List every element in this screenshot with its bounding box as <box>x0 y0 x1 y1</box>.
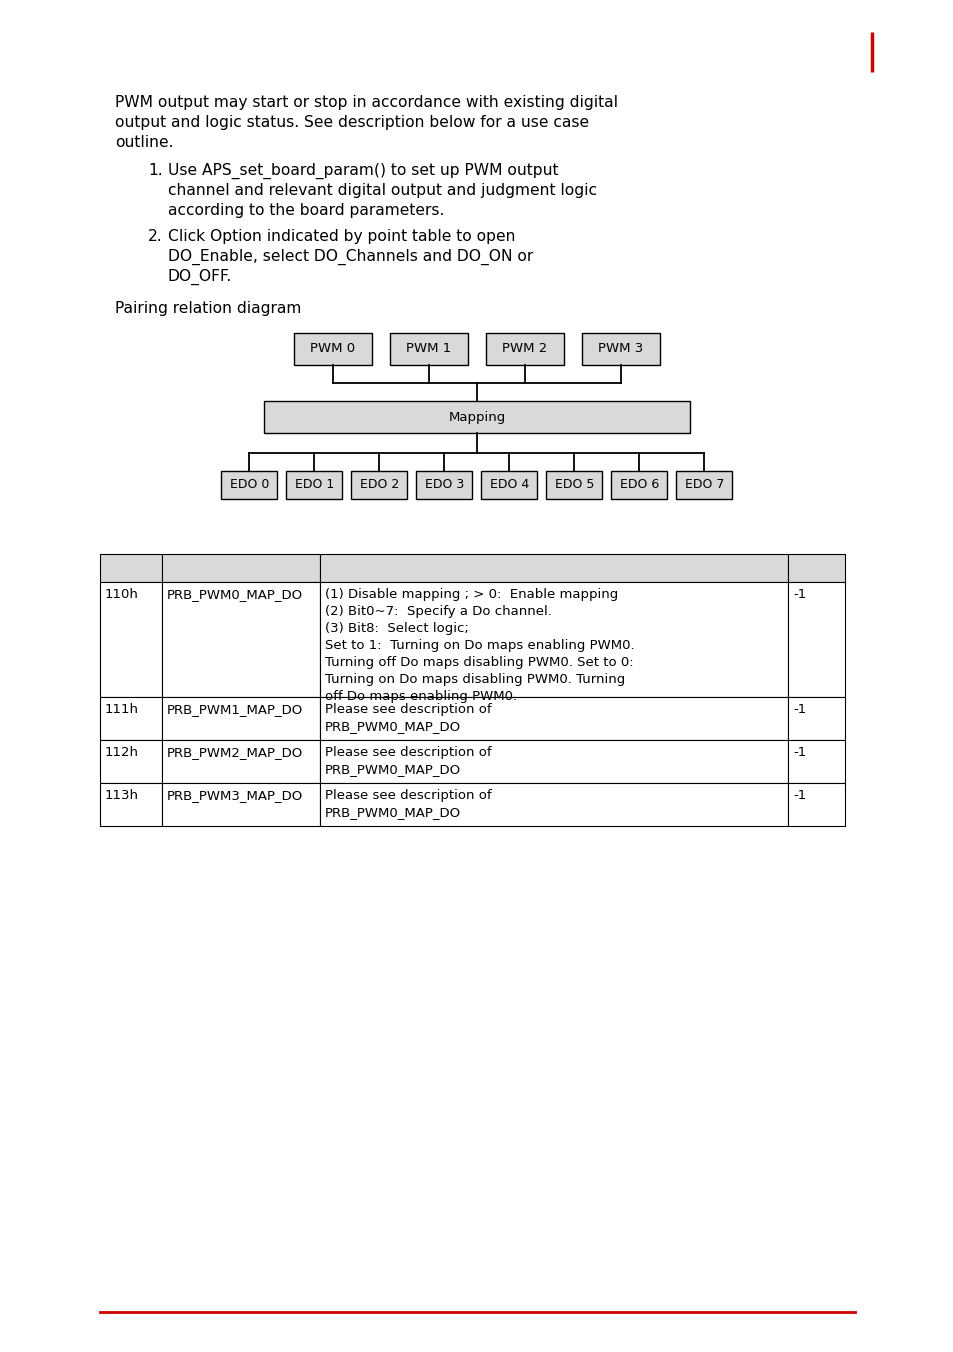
Bar <box>100 740 162 783</box>
Bar <box>787 554 844 581</box>
Bar <box>319 740 787 783</box>
Text: 2.: 2. <box>148 228 162 243</box>
Bar <box>294 333 372 365</box>
Text: -1: -1 <box>792 790 805 802</box>
Text: PRB_PWM0_MAP_DO: PRB_PWM0_MAP_DO <box>167 588 303 602</box>
Text: DO_Enable, select DO_Channels and DO_ON or: DO_Enable, select DO_Channels and DO_ON … <box>168 249 533 265</box>
Bar <box>162 740 319 783</box>
Text: according to the board parameters.: according to the board parameters. <box>168 203 444 218</box>
Bar <box>676 470 732 499</box>
Bar <box>581 333 659 365</box>
Text: Use APS_set_board_param() to set up PWM output: Use APS_set_board_param() to set up PWM … <box>168 164 558 180</box>
Bar <box>100 554 162 581</box>
Text: PWM 2: PWM 2 <box>502 342 547 356</box>
Text: (1) Disable mapping ; > 0:  Enable mapping
(2) Bit0~7:  Specify a Do channel.
(3: (1) Disable mapping ; > 0: Enable mappin… <box>325 588 634 703</box>
Text: EDO 0: EDO 0 <box>230 479 269 492</box>
Text: Mapping: Mapping <box>448 411 505 423</box>
Text: PWM 1: PWM 1 <box>406 342 451 356</box>
Text: EDO 1: EDO 1 <box>294 479 334 492</box>
Text: EDO 6: EDO 6 <box>619 479 659 492</box>
Text: PRB_PWM3_MAP_DO: PRB_PWM3_MAP_DO <box>167 790 303 802</box>
Text: Please see description of
PRB_PWM0_MAP_DO: Please see description of PRB_PWM0_MAP_D… <box>325 790 491 819</box>
Bar <box>787 740 844 783</box>
Bar <box>787 698 844 740</box>
Text: output and logic status. See description below for a use case: output and logic status. See description… <box>115 115 589 130</box>
Bar <box>100 698 162 740</box>
Bar <box>390 333 468 365</box>
Text: EDO 4: EDO 4 <box>489 479 529 492</box>
Bar <box>286 470 342 499</box>
Text: 111h: 111h <box>105 703 139 717</box>
Bar <box>162 554 319 581</box>
Bar <box>611 470 667 499</box>
Bar <box>416 470 472 499</box>
Bar <box>351 470 407 499</box>
Bar <box>319 581 787 698</box>
Bar <box>264 402 689 433</box>
Text: EDO 3: EDO 3 <box>424 479 464 492</box>
Text: outline.: outline. <box>115 135 173 150</box>
Bar <box>162 581 319 698</box>
Text: PRB_PWM1_MAP_DO: PRB_PWM1_MAP_DO <box>167 703 303 717</box>
Text: PWM 0: PWM 0 <box>310 342 355 356</box>
Text: Click Option indicated by point table to open: Click Option indicated by point table to… <box>168 228 515 243</box>
Bar <box>787 783 844 826</box>
Bar <box>481 470 537 499</box>
Text: Please see description of
PRB_PWM0_MAP_DO: Please see description of PRB_PWM0_MAP_D… <box>325 746 491 776</box>
Bar <box>221 470 277 499</box>
Bar <box>546 470 602 499</box>
Text: EDO 5: EDO 5 <box>555 479 594 492</box>
Bar <box>319 698 787 740</box>
Text: channel and relevant digital output and judgment logic: channel and relevant digital output and … <box>168 183 597 197</box>
Text: Pairing relation diagram: Pairing relation diagram <box>115 301 301 316</box>
Bar <box>100 581 162 698</box>
Bar <box>787 581 844 698</box>
Text: Please see description of
PRB_PWM0_MAP_DO: Please see description of PRB_PWM0_MAP_D… <box>325 703 491 733</box>
Bar <box>162 698 319 740</box>
Text: 113h: 113h <box>105 790 139 802</box>
Text: -1: -1 <box>792 703 805 717</box>
Bar <box>485 333 563 365</box>
Text: EDO 7: EDO 7 <box>684 479 723 492</box>
Bar <box>319 554 787 581</box>
Text: PRB_PWM2_MAP_DO: PRB_PWM2_MAP_DO <box>167 746 303 758</box>
Text: 112h: 112h <box>105 746 139 758</box>
Text: PWM 3: PWM 3 <box>598 342 643 356</box>
Text: 110h: 110h <box>105 588 139 602</box>
Bar <box>319 783 787 826</box>
Text: -1: -1 <box>792 588 805 602</box>
Text: 1.: 1. <box>148 164 162 178</box>
Text: PWM output may start or stop in accordance with existing digital: PWM output may start or stop in accordan… <box>115 95 618 110</box>
Text: DO_OFF.: DO_OFF. <box>168 269 232 285</box>
Text: -1: -1 <box>792 746 805 758</box>
Bar <box>162 783 319 826</box>
Bar <box>100 783 162 826</box>
Text: EDO 2: EDO 2 <box>359 479 398 492</box>
